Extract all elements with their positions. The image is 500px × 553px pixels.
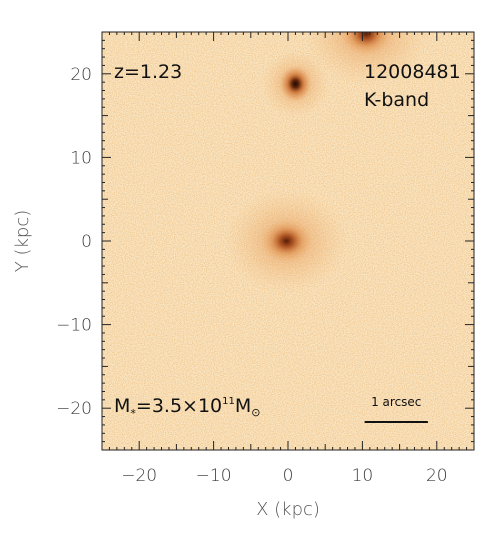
source-core [260, 219, 313, 263]
y-axis-label: Y (kpc) [12, 210, 33, 273]
source-core [340, 32, 393, 56]
mass-unit: M [235, 395, 251, 417]
y-tick-label: 0 [81, 232, 92, 252]
y-tick-label: 20 [70, 65, 92, 85]
x-tick-label: 0 [283, 466, 294, 486]
x-tick-label: 20 [426, 466, 448, 486]
object-id-label: 12008481 [364, 61, 461, 83]
mass-symbol: M [114, 395, 130, 417]
mass-subscript: * [130, 407, 136, 420]
tick-labels-layer: −20 −10 0 10 20 −20 −10 0 10 20 [56, 65, 448, 486]
plot-area [101, 31, 475, 451]
mass-unit-subscript: ⊙ [251, 406, 260, 419]
y-tick-label: 10 [70, 148, 92, 168]
source-halo [304, 32, 429, 86]
x-tick-label: 10 [352, 466, 374, 486]
x-axis-label: X (kpc) [256, 499, 320, 520]
mass-value: =3.5×10 [136, 395, 222, 417]
scalebar-label: 1 arcsec [371, 395, 421, 409]
y-tick-label: −10 [56, 316, 92, 336]
x-tick-label: −10 [196, 466, 232, 486]
x-tick-label: −20 [121, 466, 157, 486]
redshift-label: z=1.23 [114, 61, 182, 83]
y-tick-label: −20 [56, 399, 92, 419]
sources-layer [224, 32, 429, 293]
mass-exponent: 11 [222, 396, 235, 407]
band-label: K-band [364, 89, 429, 111]
stellar-mass-label: M*=3.5×1011M⊙ [114, 395, 261, 420]
source-core [279, 65, 312, 102]
ticks-layer [101, 31, 475, 451]
